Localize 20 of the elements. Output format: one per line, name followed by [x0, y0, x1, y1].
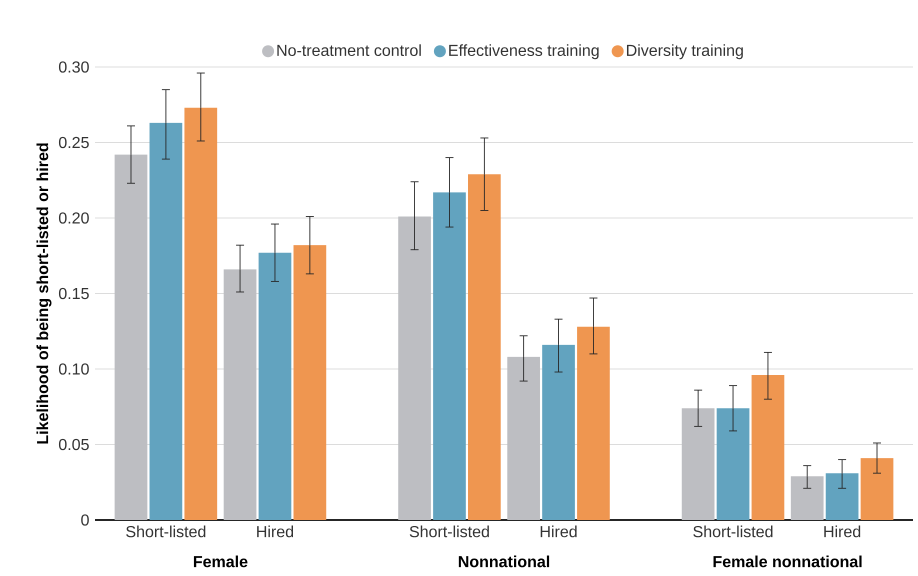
x-tick-label: Hired: [540, 526, 577, 538]
x-tick-label: Hired: [257, 526, 294, 538]
y-tick-label: 0.15: [58, 288, 89, 300]
legend-label: Effectiveness training: [449, 44, 599, 60]
y-tick-label: 0.10: [58, 363, 89, 375]
legend-label: Diversity training: [626, 44, 743, 60]
y-tick-label: 0: [81, 514, 89, 526]
y-tick-label: 0.05: [58, 438, 89, 450]
x-tick-label: Short-listed: [126, 526, 206, 538]
text: Female nonnational: [714, 556, 862, 568]
y-axis-title: Likelihood of being short-listed or hired: [36, 143, 52, 444]
text: Nonnational: [458, 556, 550, 568]
x-tick-label: Hired: [824, 526, 860, 538]
y-tick-label: 0.30: [58, 61, 89, 73]
text: Female: [194, 556, 248, 568]
legend-label: No-treatment control: [277, 44, 421, 56]
x-tick-label: Short-listed: [693, 526, 772, 538]
y-tick-label: 0.20: [58, 212, 89, 224]
x-tick-label: Short-listed: [410, 526, 489, 538]
y-tick-label: 0.25: [58, 136, 89, 148]
